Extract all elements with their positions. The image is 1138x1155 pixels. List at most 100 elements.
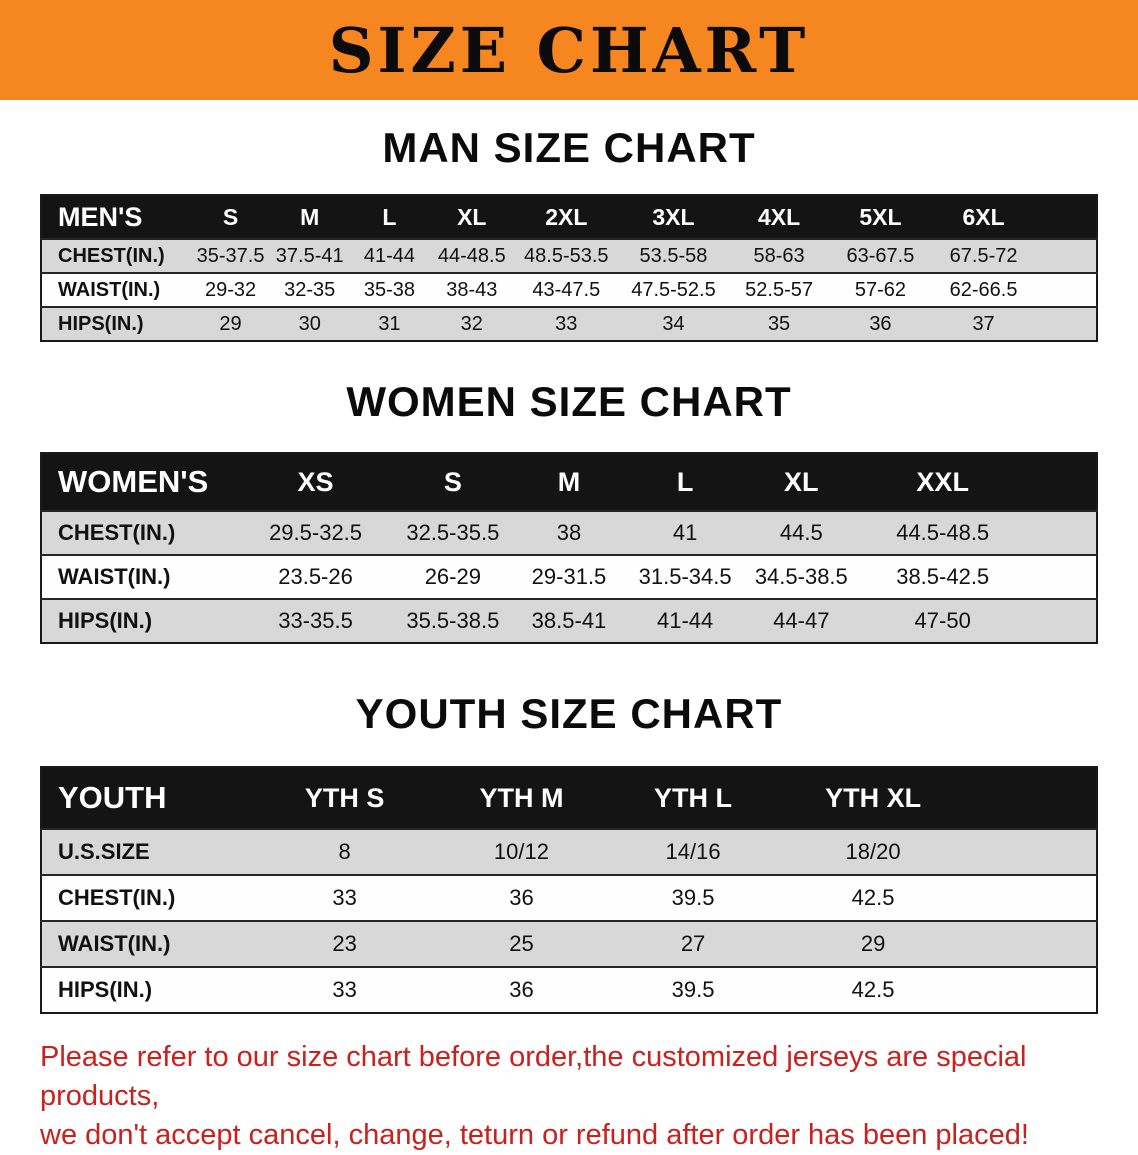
size-cell: 33-35.5 xyxy=(236,598,395,643)
size-cell: 57-62 xyxy=(829,272,932,307)
youth-size-table: YOUTH YTH S YTH M YTH L YTH XL U.S.SIZE … xyxy=(40,766,1098,1014)
table-row: HIPS(IN.) 29 30 31 32 33 34 35 36 37 xyxy=(41,306,1097,341)
women-size-table: WOMEN'S XS S M L XL XXL CHEST(IN.) 29.5-… xyxy=(40,452,1098,644)
size-col-header: M xyxy=(510,453,628,511)
youth-section: YOUTH SIZE CHART YOUTH YTH S YTH M YTH L… xyxy=(0,690,1138,1014)
size-cell: 35-38 xyxy=(349,272,430,307)
men-section-heading: MAN SIZE CHART xyxy=(382,124,756,171)
row-label: CHEST(IN.) xyxy=(41,510,237,555)
size-col-header: XS xyxy=(236,453,395,511)
size-cell: 62-66.5 xyxy=(931,272,1097,307)
header-row: MEN'S S M L XL 2XL 3XL 4XL 5XL 6XL xyxy=(41,195,1097,239)
size-cell: 29.5-32.5 xyxy=(236,510,395,555)
disclaimer-line-2: we don't accept cancel, change, teturn o… xyxy=(40,1119,1029,1151)
size-col-header: XXL xyxy=(859,453,1097,511)
size-cell: 44.5 xyxy=(743,510,860,555)
size-cell: 23.5-26 xyxy=(236,554,395,599)
women-section-heading: WOMEN SIZE CHART xyxy=(346,378,792,425)
size-cell: 29 xyxy=(780,920,1097,967)
size-cell: 39.5 xyxy=(605,874,781,921)
size-col-header: YTH M xyxy=(436,767,606,829)
size-cell: 31.5-34.5 xyxy=(627,554,744,599)
size-col-header: YTH L xyxy=(605,767,781,829)
row-label: HIPS(IN.) xyxy=(41,306,191,341)
size-cell: 44-48.5 xyxy=(429,238,515,273)
size-cell: 37 xyxy=(931,306,1097,341)
men-section: MAN SIZE CHART MEN'S S M L XL 2XL 3XL 4X… xyxy=(0,124,1138,342)
size-col-header: 4XL xyxy=(728,195,830,239)
row-label: WAIST(IN.) xyxy=(41,554,237,599)
size-cell: 36 xyxy=(436,966,606,1013)
size-col-header: S xyxy=(394,453,511,511)
table-title-cell: WOMEN'S xyxy=(41,453,237,511)
row-label: CHEST(IN.) xyxy=(41,238,191,273)
size-col-header: YTH S xyxy=(252,767,437,829)
size-cell: 35 xyxy=(728,306,830,341)
size-col-header: L xyxy=(349,195,430,239)
row-label: U.S.SIZE xyxy=(41,828,253,875)
table-row: HIPS(IN.) 33 36 39.5 42.5 xyxy=(41,966,1097,1013)
table-row: WAIST(IN.) 29-32 32-35 35-38 38-43 43-47… xyxy=(41,272,1097,307)
table-row: U.S.SIZE 8 10/12 14/16 18/20 xyxy=(41,828,1097,875)
size-cell: 36 xyxy=(436,874,606,921)
size-cell: 27 xyxy=(605,920,781,967)
size-cell: 38-43 xyxy=(429,272,515,307)
size-col-header: YTH XL xyxy=(780,767,1097,829)
size-cell: 44.5-48.5 xyxy=(859,510,1097,555)
size-cell: 67.5-72 xyxy=(931,238,1097,273)
size-cell: 43-47.5 xyxy=(514,272,619,307)
size-cell: 35.5-38.5 xyxy=(394,598,511,643)
table-row: WAIST(IN.) 23.5-26 26-29 29-31.5 31.5-34… xyxy=(41,554,1097,599)
size-cell: 32 xyxy=(429,306,515,341)
size-col-header: L xyxy=(627,453,744,511)
size-cell: 42.5 xyxy=(780,966,1097,1013)
header-row: WOMEN'S XS S M L XL XXL xyxy=(41,453,1097,511)
table-row: CHEST(IN.) 29.5-32.5 32.5-35.5 38 41 44.… xyxy=(41,510,1097,555)
table-row: CHEST(IN.) 33 36 39.5 42.5 xyxy=(41,874,1097,921)
size-cell: 25 xyxy=(436,920,606,967)
size-cell: 38 xyxy=(510,510,628,555)
size-cell: 34 xyxy=(618,306,729,341)
size-cell: 33 xyxy=(252,874,437,921)
size-col-header: 5XL xyxy=(829,195,932,239)
row-label: WAIST(IN.) xyxy=(41,272,191,307)
size-cell: 41-44 xyxy=(627,598,744,643)
women-section: WOMEN SIZE CHART WOMEN'S XS S M L XL XXL xyxy=(0,378,1138,644)
size-cell: 38.5-41 xyxy=(510,598,628,643)
size-cell: 33 xyxy=(252,966,437,1013)
size-cell: 29-32 xyxy=(190,272,271,307)
size-cell: 32-35 xyxy=(270,272,350,307)
size-cell: 41-44 xyxy=(349,238,430,273)
banner: SIZE CHART xyxy=(0,0,1138,100)
size-col-header: 6XL xyxy=(931,195,1097,239)
size-cell: 36 xyxy=(829,306,932,341)
size-cell: 42.5 xyxy=(780,874,1097,921)
size-cell: 47-50 xyxy=(859,598,1097,643)
size-cell: 39.5 xyxy=(605,966,781,1013)
size-cell: 29 xyxy=(190,306,271,341)
table-row: HIPS(IN.) 33-35.5 35.5-38.5 38.5-41 41-4… xyxy=(41,598,1097,643)
size-cell: 33 xyxy=(514,306,619,341)
size-cell: 29-31.5 xyxy=(510,554,628,599)
size-cell: 32.5-35.5 xyxy=(394,510,511,555)
size-cell: 10/12 xyxy=(436,828,606,875)
size-cell: 23 xyxy=(252,920,437,967)
page-title: SIZE CHART xyxy=(328,13,810,87)
size-cell: 30 xyxy=(270,306,350,341)
size-cell: 35-37.5 xyxy=(190,238,271,273)
size-cell: 18/20 xyxy=(780,828,1097,875)
size-cell: 52.5-57 xyxy=(728,272,830,307)
row-label: HIPS(IN.) xyxy=(41,598,237,643)
size-cell: 14/16 xyxy=(605,828,781,875)
disclaimer: Please refer to our size chart before or… xyxy=(40,1038,1098,1155)
men-size-table: MEN'S S M L XL 2XL 3XL 4XL 5XL 6XL CHEST… xyxy=(40,194,1098,342)
size-col-header: M xyxy=(270,195,350,239)
size-cell: 38.5-42.5 xyxy=(859,554,1097,599)
table-row: WAIST(IN.) 23 25 27 29 xyxy=(41,920,1097,967)
size-cell: 58-63 xyxy=(728,238,830,273)
size-cell: 41 xyxy=(627,510,744,555)
table-title-cell: MEN'S xyxy=(41,195,191,239)
size-col-header: 2XL xyxy=(514,195,619,239)
size-cell: 63-67.5 xyxy=(829,238,932,273)
size-cell: 8 xyxy=(252,828,437,875)
